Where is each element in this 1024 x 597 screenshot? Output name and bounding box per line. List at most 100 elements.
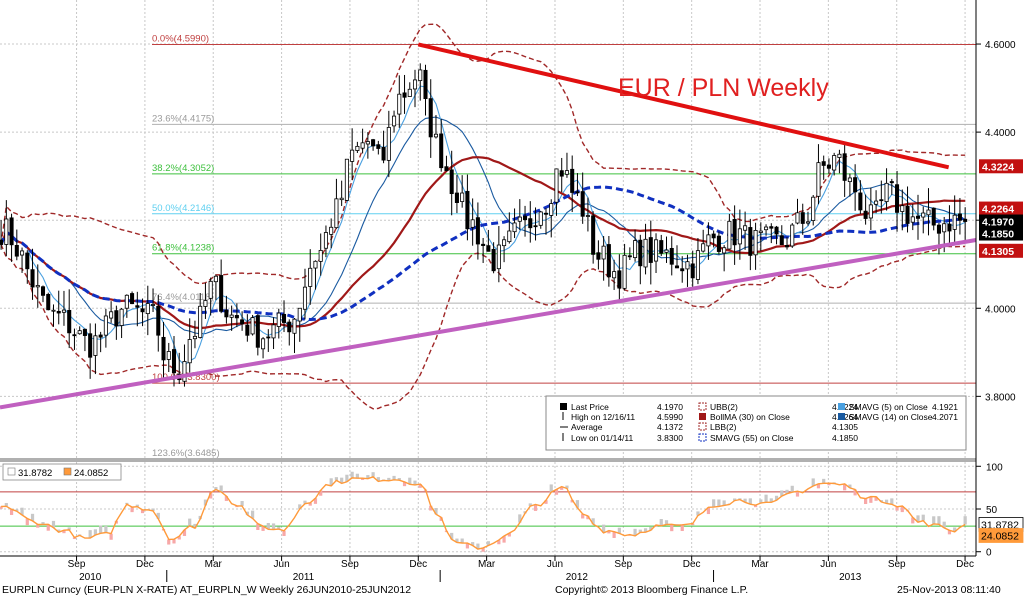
candle-body [397,93,402,115]
price-tag-black [979,226,1023,241]
osc-histogram-bar [418,484,422,488]
candle-body [240,319,245,325]
candle-body [428,98,433,138]
candle-body [706,234,711,247]
x-axis-month-label: Dec [683,559,701,570]
candle-body [30,269,35,288]
legend-entry-value: 4.2071 [932,412,958,422]
osc-histogram-bar [670,524,674,532]
candle-body [433,133,438,138]
osc-histogram-bar [340,477,344,484]
osc-histogram-bar [712,499,716,508]
candle-body [837,153,842,158]
price-tag-red [979,243,1023,258]
osc-histogram-bar [30,513,35,521]
osc-histogram-bar [392,475,396,480]
osc-histogram-bar [214,487,218,490]
osc-histogram-bar [277,526,281,530]
candle-body [135,305,140,308]
candle-body [863,210,868,219]
candle-body [627,255,632,258]
candle-body [559,170,564,177]
candle-body [161,336,166,361]
candle-body [910,216,915,223]
legend-marker [838,403,845,410]
osc-histogram-bar [303,500,307,504]
candle-body [690,263,695,279]
fib-level-label: 61.8%(4.1238) [152,243,214,254]
x-axis-year-label: 2011 [293,572,315,583]
resistance-trend-line [417,42,950,170]
candle-body [543,212,549,215]
x-axis-month-label: Sep [341,559,359,570]
legend-marker [698,422,707,431]
osc-histogram-bar [313,498,318,504]
osc-axis-tick-label: 50 [986,505,998,516]
candle-body [67,309,72,334]
price-tag-black [979,214,1023,229]
x-axis-month-label: Mar [205,559,223,570]
osc-histogram-bar [334,477,339,481]
osc-legend-frame [2,463,122,481]
osc-histogram-bar [140,509,145,514]
x-axis-year-label: 2013 [839,572,862,583]
candle-body [936,224,941,234]
osc-histogram-bar [932,516,936,524]
legend-frame [545,395,967,451]
candle-body [460,192,465,202]
candle-body [72,334,77,337]
candle-body [423,69,428,100]
candle-body [512,222,517,233]
candle-body [4,218,9,245]
candle-body [842,153,847,181]
osc-histogram-bar [795,491,800,497]
legend-entry-value: 4.1305 [832,422,858,432]
candle-body [371,139,376,147]
candle-body [302,286,308,310]
legend-entry-value: 4.2264 [832,412,858,422]
candle-body [895,184,900,213]
candle-body [187,339,192,364]
osc-histogram-bar [99,525,103,534]
osc-histogram-bar [465,543,470,549]
osc-histogram-bar [261,526,265,531]
candle-body [638,239,643,267]
candle-body [821,161,826,166]
legend-entry-label: Low on 01/14/11 [571,433,633,443]
candle-body [669,247,674,265]
osc-histogram-bar [664,520,669,525]
osc-histogram-bar [109,533,113,540]
candle-body [764,226,769,231]
osc-tag-value: 24.0852 [981,530,1019,542]
candle-body [612,271,617,279]
osc-histogram-bar [533,504,538,511]
candle-body [103,315,108,336]
candle-body [496,244,501,270]
candle-body [879,199,884,202]
osc-histogram-bar [15,509,19,512]
osc-histogram-bar [528,503,532,507]
x-axis-month-label: Jun [547,559,563,570]
osc-histogram-bar [785,489,789,494]
x-axis-year-label: 2012 [566,572,589,583]
candle-body [648,237,653,263]
osc-histogram-bar [864,498,868,505]
osc-histogram-bar [460,538,464,543]
osc-histogram-bar [361,478,365,481]
candle-body [884,182,889,203]
osc-histogram-bar [193,523,197,529]
candle-body [439,133,444,169]
candle-body [20,250,25,256]
candle-body [606,244,611,278]
osc-histogram-bar [371,472,375,477]
price-candles [0,63,968,387]
osc-histogram-bar [46,524,50,531]
osc-histogram-bar [429,505,433,511]
osc-histogram-bar [575,500,580,508]
osc-legend-value: 31.8782 [18,468,52,479]
osc-histogram-bar [947,530,952,535]
candle-body [554,168,559,203]
osc-histogram-bar [591,518,595,525]
candle-body [633,240,638,259]
